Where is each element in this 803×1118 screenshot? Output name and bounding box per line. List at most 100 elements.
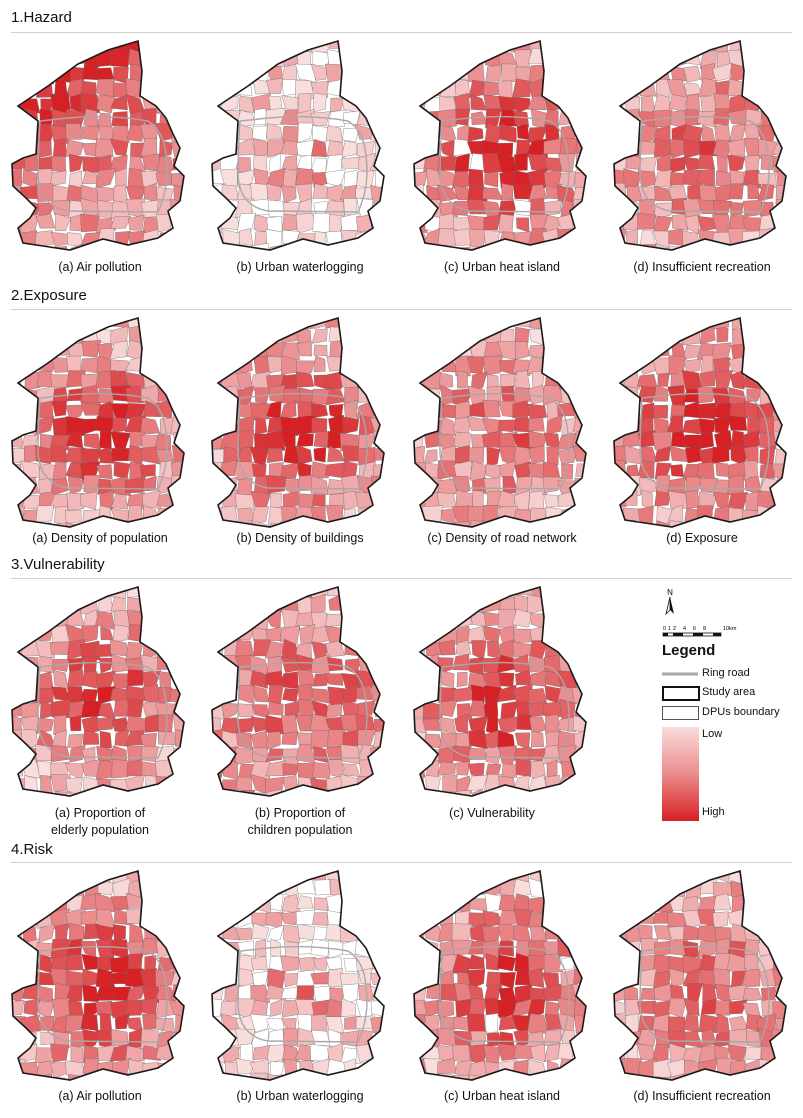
dpu-cell [614, 880, 626, 895]
map-risk-urban-heat-island [410, 866, 590, 1096]
dpu-cell [640, 988, 655, 1001]
choropleth-map [413, 39, 587, 251]
dpu-cell [144, 714, 160, 733]
dpu-cell [212, 686, 225, 702]
dpu-cell [468, 79, 485, 99]
dpu-cell [339, 608, 361, 626]
dpu-cell [35, 744, 54, 762]
study-area-boundary [413, 585, 587, 797]
dpu-cell [614, 342, 627, 357]
dpu-cell [772, 909, 786, 927]
dpu-cell [35, 609, 56, 631]
dpu-cell [773, 491, 786, 511]
dpu-cell [109, 340, 129, 359]
dpu-cell [573, 625, 586, 642]
dpu-cell [682, 895, 700, 912]
dpu-cell [212, 896, 224, 911]
map-risk-urban-waterlogging [208, 866, 388, 1096]
dpu-cell [340, 156, 360, 169]
dpu-cell [515, 759, 531, 778]
dpu-cell [82, 671, 98, 689]
dpu-cell [573, 491, 586, 512]
dpu-cell [697, 387, 718, 404]
dpu-cell [296, 154, 312, 170]
dpu-cell [745, 1029, 762, 1048]
dpu-cell [141, 879, 160, 897]
dpu-cell [614, 198, 624, 219]
dpu-cell [264, 984, 287, 1000]
dpu-cell [468, 898, 488, 912]
dpu-cell [575, 326, 586, 343]
dpu-cell [266, 122, 283, 139]
dpu-cell [236, 212, 256, 233]
dpu-cell [546, 759, 558, 779]
dpu-cell [426, 609, 440, 626]
dpu-cell [501, 385, 515, 404]
dpu-cell [466, 1013, 486, 1034]
dpu-cell [95, 716, 116, 731]
dpu-cell [625, 318, 640, 327]
dpu-cell [440, 416, 456, 437]
dpu-cell [545, 318, 563, 330]
dpu-cell [295, 909, 316, 926]
dpu-cell [340, 877, 360, 897]
dpus-boundary-swatch [662, 706, 699, 720]
dpu-cell [558, 170, 577, 188]
dpu-cell [559, 355, 575, 373]
dpu-cell [127, 624, 146, 643]
choropleth-map [211, 316, 385, 528]
dpu-cell [374, 669, 384, 686]
dpu-cell [340, 626, 361, 645]
dpu-cell [369, 326, 384, 347]
dpu-cell [158, 910, 175, 929]
dpu-cell [527, 95, 547, 111]
dpu-cell [250, 670, 268, 689]
dpu-cell [374, 374, 384, 390]
dpu-cell [157, 344, 176, 359]
dpu-cell [624, 490, 638, 506]
dpu-cell [469, 657, 484, 675]
dpu-cell [235, 871, 255, 884]
dpu-cell [51, 444, 69, 463]
dpu-cell [173, 880, 184, 895]
dpu-cell [219, 79, 241, 99]
scale-tick-label: 8 [703, 626, 706, 632]
dpu-cell [21, 318, 37, 331]
dpu-cell [282, 388, 301, 404]
dpu-cell [559, 879, 577, 896]
dpu-cell [481, 871, 501, 885]
dpu-cell [729, 202, 744, 217]
dpu-cell [282, 688, 299, 702]
dpu-cell [744, 341, 759, 361]
dpu-cell [653, 216, 673, 232]
dpu-cell [281, 318, 298, 331]
dpu-cell [141, 170, 158, 189]
dpu-cell [296, 360, 316, 374]
dpu-cell [142, 324, 159, 345]
dpu-cell [69, 744, 86, 763]
dpu-cell [140, 464, 156, 478]
map-hazard-air-pollution [8, 36, 188, 266]
dpu-cell [527, 1058, 548, 1080]
dpu-cell [281, 714, 298, 735]
dpu-cell [156, 232, 173, 249]
dpu-cell [511, 587, 532, 596]
dpu-cell [156, 64, 174, 81]
dpu-cell [252, 685, 270, 703]
dpu-cell [171, 669, 184, 689]
dpu-cell [80, 318, 99, 329]
dpu-cell [558, 52, 576, 65]
dpu-cell [212, 400, 224, 422]
map-caption: (c) Vulnerability [449, 806, 535, 820]
dpu-cell [370, 41, 384, 54]
dpu-cell [712, 911, 729, 929]
dpu-cell [212, 325, 225, 347]
dpu-cell [468, 446, 485, 464]
dpu-cell [761, 94, 778, 109]
dpu-cell [558, 153, 576, 173]
dpu-cell [772, 79, 786, 95]
dpu-cell [573, 342, 586, 359]
dpu-cell [453, 687, 473, 703]
dpu-cell [65, 596, 84, 614]
dpu-cell [212, 973, 225, 990]
